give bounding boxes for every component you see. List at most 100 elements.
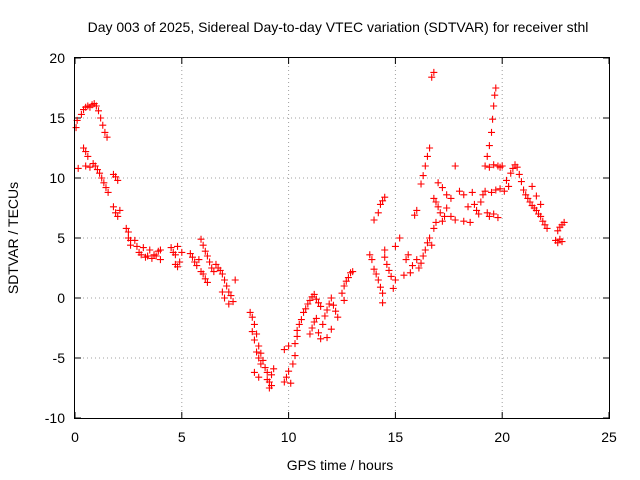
- data-point-marker: [156, 246, 164, 254]
- data-point-marker: [152, 252, 160, 260]
- data-point-marker: [470, 200, 478, 208]
- data-point-marker: [323, 306, 331, 314]
- data-point-marker: [291, 340, 299, 348]
- data-point-marker: [338, 289, 346, 297]
- data-point-marker: [340, 282, 348, 290]
- data-point-marker: [502, 176, 510, 184]
- data-point-marker: [496, 185, 504, 193]
- data-point-marker: [430, 194, 438, 202]
- data-point-marker: [285, 342, 293, 350]
- data-point-marker: [257, 360, 265, 368]
- data-point-marker: [304, 300, 312, 308]
- data-point-marker: [248, 328, 256, 336]
- data-point-marker: [315, 329, 323, 337]
- data-point-marker: [93, 166, 101, 174]
- data-point-marker: [443, 191, 451, 199]
- data-point-marker: [383, 260, 391, 268]
- data-point-marker: [491, 91, 499, 99]
- data-point-marker: [84, 152, 92, 160]
- data-point-marker: [255, 354, 263, 362]
- data-point-marker: [372, 270, 380, 278]
- data-point-marker: [438, 184, 446, 192]
- data-point-marker: [114, 212, 122, 220]
- data-point-marker: [188, 253, 196, 261]
- data-point-marker: [385, 266, 393, 274]
- data-point-marker: [268, 371, 276, 379]
- data-point-marker: [481, 162, 489, 170]
- data-point-marker: [381, 193, 389, 201]
- data-point-marker: [426, 144, 434, 152]
- data-point-marker: [417, 180, 425, 188]
- data-point-marker: [332, 307, 340, 315]
- data-point-marker: [402, 256, 410, 264]
- data-point-marker: [317, 302, 325, 310]
- data-point-marker: [312, 295, 320, 303]
- data-point-marker: [310, 290, 318, 298]
- data-point-marker: [543, 224, 551, 232]
- data-point-marker: [490, 102, 498, 110]
- data-point-marker: [94, 107, 102, 115]
- data-point-marker: [370, 216, 378, 224]
- data-point-marker: [466, 218, 474, 226]
- data-point-marker: [231, 276, 239, 284]
- data-point-marker: [221, 294, 229, 302]
- data-point-marker: [255, 373, 263, 381]
- data-point-marker: [509, 164, 517, 172]
- data-point-marker: [319, 320, 327, 328]
- x-tick-label: 15: [388, 429, 404, 445]
- y-tick-label: 5: [57, 230, 65, 246]
- data-point-marker: [387, 272, 395, 280]
- data-point-marker: [291, 352, 299, 360]
- data-point-marker: [419, 172, 427, 180]
- data-point-marker: [419, 252, 427, 260]
- data-point-marker: [133, 242, 141, 250]
- x-tick-label: 0: [71, 429, 79, 445]
- data-point-marker: [379, 197, 387, 205]
- data-point-marker: [317, 335, 325, 343]
- data-point-marker: [379, 289, 387, 297]
- data-point-marker: [102, 184, 110, 192]
- data-point-marker: [315, 299, 323, 307]
- data-point-marker: [101, 128, 109, 136]
- data-point-marker: [432, 198, 440, 206]
- data-point-marker: [370, 265, 378, 273]
- data-point-marker: [537, 200, 545, 208]
- data-point-marker: [201, 275, 209, 283]
- data-point-marker: [263, 368, 271, 376]
- data-point-marker: [404, 251, 412, 259]
- data-point-marker: [109, 203, 117, 211]
- data-point-marker: [413, 206, 421, 214]
- data-point-marker: [520, 186, 528, 194]
- data-point-marker: [483, 152, 491, 160]
- y-tick-label: 10: [49, 170, 65, 186]
- y-tick-label: -5: [53, 350, 66, 366]
- data-point-marker: [389, 284, 397, 292]
- data-point-marker: [515, 170, 523, 178]
- data-point-marker: [124, 228, 132, 236]
- data-point-marker: [490, 210, 498, 218]
- data-point-marker: [532, 192, 540, 200]
- data-point-marker: [447, 194, 455, 202]
- data-point-marker: [391, 242, 399, 250]
- data-point-marker: [558, 238, 566, 246]
- data-point-marker: [488, 128, 496, 136]
- data-point-marker: [455, 187, 463, 195]
- data-point-marker: [507, 169, 515, 177]
- data-point-marker: [432, 218, 440, 226]
- data-point-marker: [306, 330, 314, 338]
- data-point-marker: [321, 312, 329, 320]
- data-point-marker: [225, 300, 233, 308]
- data-point-marker: [468, 188, 476, 196]
- data-point-marker: [139, 244, 147, 252]
- data-point-marker: [391, 276, 399, 284]
- data-point-marker: [280, 378, 288, 386]
- data-point-marker: [174, 242, 182, 250]
- tick-layer: 0 5 10 15 20 25 -10 -5 0 5 10 15 20: [45, 50, 617, 445]
- data-point-marker: [489, 115, 497, 123]
- data-point-marker: [197, 235, 205, 243]
- data-point-marker: [494, 214, 502, 222]
- data-point-marker: [250, 368, 258, 376]
- data-point-marker: [265, 378, 273, 386]
- data-point-marker: [302, 305, 310, 313]
